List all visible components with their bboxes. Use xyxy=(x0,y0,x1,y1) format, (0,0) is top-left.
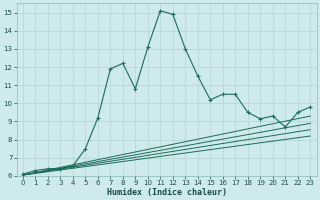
X-axis label: Humidex (Indice chaleur): Humidex (Indice chaleur) xyxy=(107,188,227,197)
